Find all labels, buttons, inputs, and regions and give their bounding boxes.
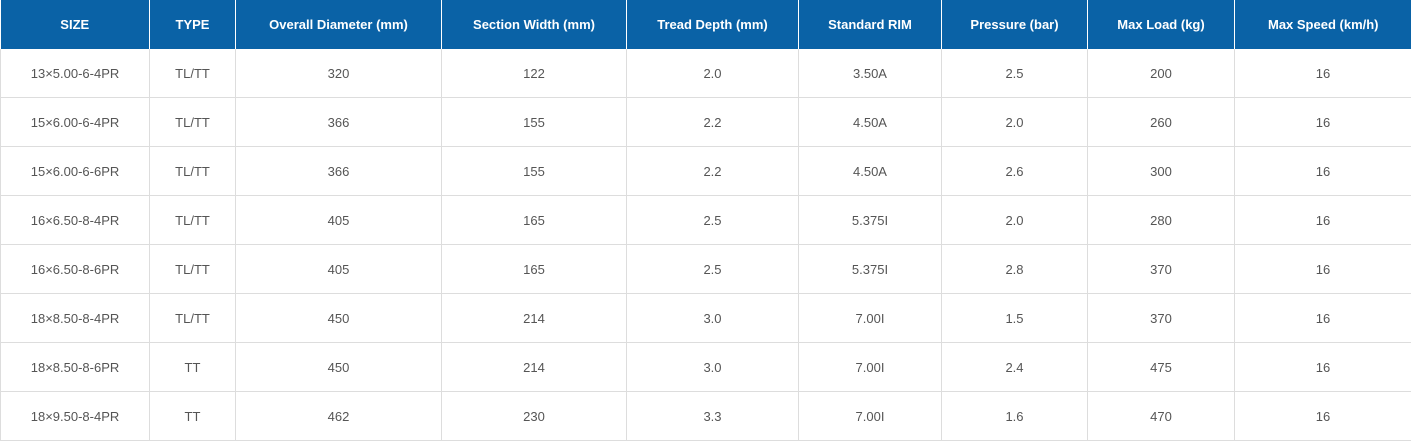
header-max-speed: Max Speed (km/h) [1234, 0, 1411, 49]
cell-max-speed: 16 [1234, 244, 1411, 294]
cell-standard-rim: 4.50A [798, 97, 942, 147]
header-tread-depth: Tread Depth (mm) [626, 0, 799, 49]
cell-size: 16×6.50-8-4PR [0, 195, 150, 245]
cell-max-load: 260 [1087, 97, 1235, 147]
header-pressure: Pressure (bar) [941, 0, 1088, 49]
cell-max-speed: 16 [1234, 342, 1411, 392]
cell-size: 16×6.50-8-6PR [0, 244, 150, 294]
cell-standard-rim: 5.375I [798, 244, 942, 294]
header-type: TYPE [149, 0, 236, 49]
table-header: SIZE TYPE Overall Diameter (mm) Section … [0, 0, 1411, 49]
cell-section-width: 165 [441, 244, 627, 294]
cell-type: TL/TT [149, 244, 236, 294]
cell-standard-rim: 3.50A [798, 49, 942, 98]
cell-size: 15×6.00-6-4PR [0, 97, 150, 147]
cell-tread-depth: 2.5 [626, 244, 799, 294]
cell-max-load: 470 [1087, 391, 1235, 441]
table-row: 16×6.50-8-4PR TL/TT 405 165 2.5 5.375I 2.0 280 1… [0, 195, 1411, 245]
cell-type: TL/TT [149, 293, 236, 343]
cell-standard-rim: 4.50A [798, 146, 942, 196]
cell-max-speed: 16 [1234, 195, 1411, 245]
table-row: 16×6.50-8-6PR TL/TT 405 165 2.5 5.375I 2.8 370 1… [0, 244, 1411, 294]
cell-max-load: 200 [1087, 49, 1235, 98]
cell-overall-diameter: 450 [235, 293, 442, 343]
cell-size: 18×9.50-8-4PR [0, 391, 150, 441]
cell-max-speed: 16 [1234, 391, 1411, 441]
cell-standard-rim: 7.00I [798, 293, 942, 343]
cell-size: 13×5.00-6-4PR [0, 49, 150, 98]
cell-type: TT [149, 342, 236, 392]
cell-overall-diameter: 450 [235, 342, 442, 392]
header-row: SIZE TYPE Overall Diameter (mm) Section … [0, 0, 1411, 49]
cell-standard-rim: 7.00I [798, 342, 942, 392]
cell-overall-diameter: 366 [235, 97, 442, 147]
cell-section-width: 155 [441, 146, 627, 196]
table-row: 15×6.00-6-6PR TL/TT 366 155 2.2 4.50A 2.6 300 16 [0, 146, 1411, 196]
table-row: 15×6.00-6-4PR TL/TT 366 155 2.2 4.50A 2.0 260 16 [0, 97, 1411, 147]
cell-size: 18×8.50-8-6PR [0, 342, 150, 392]
table-row: 18×9.50-8-4PR TT 462 230 3.3 7.00I 1.6 470 16 [0, 391, 1411, 441]
cell-max-load: 370 [1087, 244, 1235, 294]
cell-section-width: 214 [441, 293, 627, 343]
header-size: SIZE [0, 0, 150, 49]
header-standard-rim: Standard RIM [798, 0, 942, 49]
header-max-load: Max Load (kg) [1087, 0, 1235, 49]
cell-overall-diameter: 366 [235, 146, 442, 196]
table-body: 13×5.00-6-4PR TL/TT 320 122 2.0 3.50A 2.5 200 16… [0, 49, 1411, 441]
cell-type: TL/TT [149, 146, 236, 196]
cell-tread-depth: 2.0 [626, 49, 799, 98]
table-row: 18×8.50-8-6PR TT 450 214 3.0 7.00I 2.4 475 16 [0, 342, 1411, 392]
cell-pressure: 1.6 [941, 391, 1088, 441]
table-row: 13×5.00-6-4PR TL/TT 320 122 2.0 3.50A 2.5 200 16 [0, 49, 1411, 98]
cell-tread-depth: 3.3 [626, 391, 799, 441]
header-overall-diameter: Overall Diameter (mm) [235, 0, 442, 49]
cell-type: TL/TT [149, 97, 236, 147]
cell-size: 15×6.00-6-6PR [0, 146, 150, 196]
cell-overall-diameter: 320 [235, 49, 442, 98]
cell-pressure: 2.0 [941, 195, 1088, 245]
cell-section-width: 122 [441, 49, 627, 98]
cell-section-width: 214 [441, 342, 627, 392]
cell-pressure: 2.8 [941, 244, 1088, 294]
cell-section-width: 230 [441, 391, 627, 441]
cell-standard-rim: 5.375I [798, 195, 942, 245]
cell-section-width: 155 [441, 97, 627, 147]
cell-tread-depth: 3.0 [626, 293, 799, 343]
cell-pressure: 2.0 [941, 97, 1088, 147]
cell-max-load: 280 [1087, 195, 1235, 245]
cell-tread-depth: 2.2 [626, 97, 799, 147]
cell-type: TT [149, 391, 236, 441]
cell-max-load: 475 [1087, 342, 1235, 392]
cell-max-load: 370 [1087, 293, 1235, 343]
cell-pressure: 2.5 [941, 49, 1088, 98]
cell-tread-depth: 2.5 [626, 195, 799, 245]
cell-tread-depth: 3.0 [626, 342, 799, 392]
cell-pressure: 2.6 [941, 146, 1088, 196]
cell-tread-depth: 2.2 [626, 146, 799, 196]
cell-type: TL/TT [149, 195, 236, 245]
cell-standard-rim: 7.00I [798, 391, 942, 441]
cell-max-speed: 16 [1234, 49, 1411, 98]
table-row: 18×8.50-8-4PR TL/TT 450 214 3.0 7.00I 1.5 370 16 [0, 293, 1411, 343]
cell-overall-diameter: 405 [235, 244, 442, 294]
cell-overall-diameter: 462 [235, 391, 442, 441]
cell-section-width: 165 [441, 195, 627, 245]
cell-pressure: 2.4 [941, 342, 1088, 392]
cell-max-speed: 16 [1234, 97, 1411, 147]
cell-overall-diameter: 405 [235, 195, 442, 245]
cell-max-speed: 16 [1234, 293, 1411, 343]
cell-pressure: 1.5 [941, 293, 1088, 343]
cell-size: 18×8.50-8-4PR [0, 293, 150, 343]
header-section-width: Section Width (mm) [441, 0, 627, 49]
cell-type: TL/TT [149, 49, 236, 98]
cell-max-speed: 16 [1234, 146, 1411, 196]
cell-max-load: 300 [1087, 146, 1235, 196]
